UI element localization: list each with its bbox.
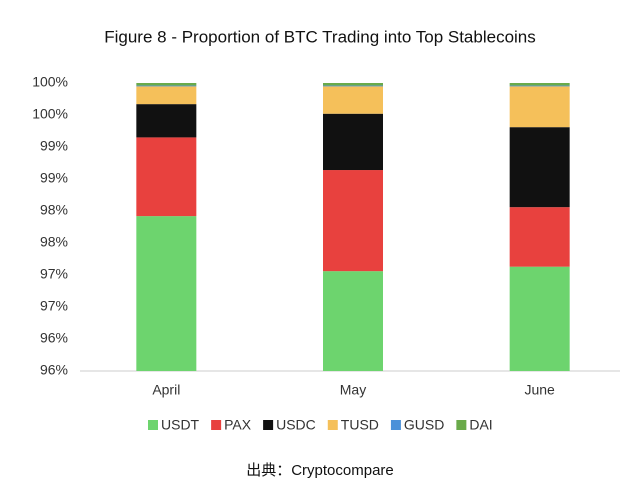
- y-tick-label: 96%: [40, 330, 68, 346]
- legend-label: PAX: [224, 417, 252, 433]
- y-tick-label: 100%: [32, 106, 68, 122]
- bar-segment: [136, 86, 197, 105]
- bar-segment: [323, 271, 383, 371]
- source: 出典：Cryptocompare: [246, 462, 394, 479]
- bar-segment: [509, 83, 570, 86]
- bar-segment: [136, 83, 197, 86]
- y-tick-label: 99%: [40, 170, 68, 186]
- legend-swatch: [456, 420, 467, 430]
- bar-segment: [509, 207, 570, 267]
- x-tick-label: May: [340, 382, 366, 398]
- legend-label: TUSD: [341, 417, 379, 433]
- legend-swatch: [148, 420, 158, 430]
- bar-segment: [323, 86, 383, 114]
- bar-segment: [323, 85, 383, 87]
- x-tick-label: April: [152, 382, 180, 398]
- y-tick-label: 96%: [40, 362, 68, 378]
- legend-swatch: [211, 420, 222, 430]
- bar-segment: [136, 85, 197, 87]
- bar-segment: [509, 266, 570, 371]
- bar-segment: [323, 83, 383, 86]
- legend-swatch: [263, 420, 274, 430]
- y-tick-label: 99%: [40, 138, 68, 154]
- legend-label: USDC: [276, 417, 316, 433]
- legend-label: DAI: [469, 417, 492, 433]
- y-tick-label: 98%: [40, 202, 68, 218]
- bar-segment: [323, 170, 383, 272]
- x-tick-label: June: [524, 382, 555, 398]
- bar-segment: [136, 216, 197, 371]
- bar-segment: [509, 85, 570, 87]
- legend-swatch: [390, 420, 401, 430]
- legend-swatch: [327, 420, 338, 430]
- bar-segment: [136, 137, 197, 217]
- legend-label: GUSD: [404, 417, 444, 433]
- y-tick-label: 100%: [32, 74, 68, 90]
- y-tick-label: 97%: [40, 266, 68, 282]
- legend-label: USDT: [161, 417, 200, 433]
- bar-segment: [323, 113, 383, 171]
- bar-segment: [509, 127, 570, 208]
- bar-segment: [136, 104, 197, 138]
- chart-title: Figure 8 - Proportion of BTC Trading int…: [104, 27, 536, 46]
- bar-segment: [509, 86, 570, 128]
- y-tick-label: 98%: [40, 234, 68, 250]
- y-tick-label: 97%: [40, 298, 68, 314]
